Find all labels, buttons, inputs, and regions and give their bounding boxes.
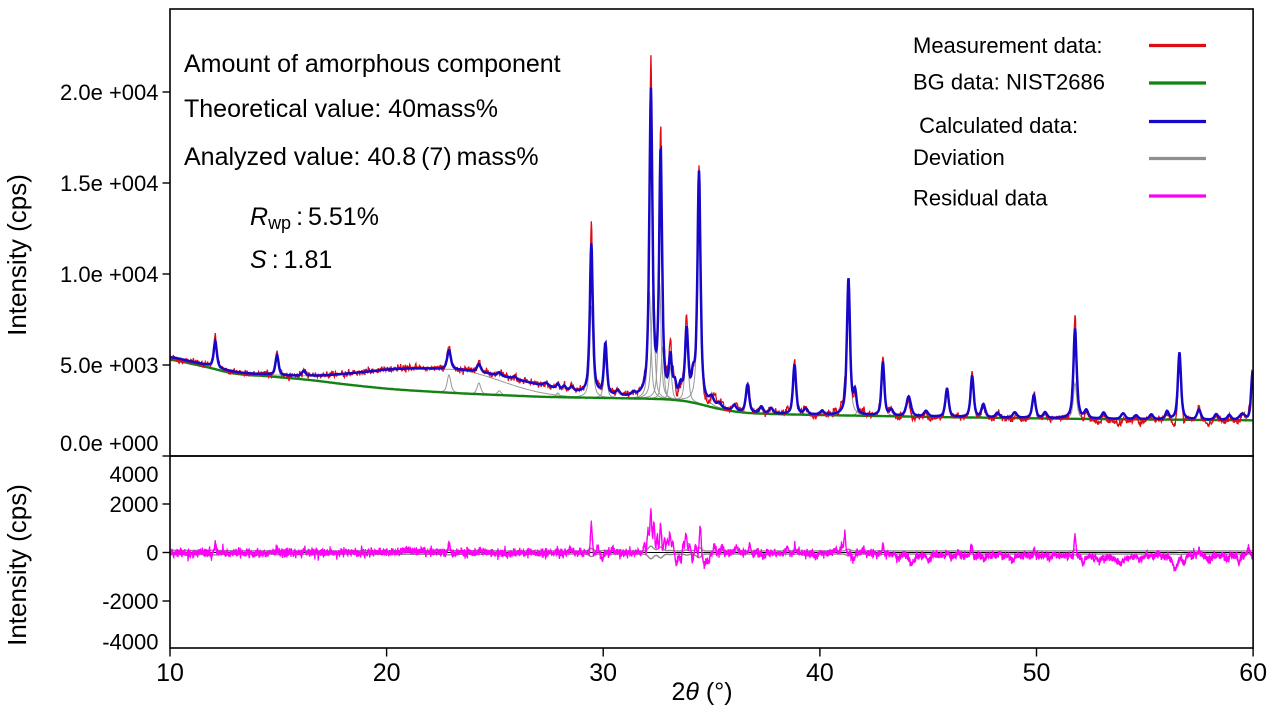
- svg-text:20: 20: [373, 659, 401, 687]
- svg-text:1.5e +004: 1.5e +004: [60, 171, 158, 196]
- svg-text:50: 50: [1023, 659, 1051, 687]
- svg-text:Rwp : 5.51%: Rwp : 5.51%: [250, 203, 379, 233]
- svg-text:-4000: -4000: [102, 630, 158, 655]
- svg-text:Theoretical value: 40mass%: Theoretical value: 40mass%: [184, 95, 498, 123]
- svg-text:Calculated data:: Calculated data:: [913, 113, 1078, 138]
- svg-text:40: 40: [806, 659, 834, 687]
- svg-text:0: 0: [146, 541, 158, 566]
- svg-text:30: 30: [589, 659, 617, 687]
- svg-text:0.0e +000: 0.0e +000: [60, 431, 158, 456]
- svg-text:5.0e +003: 5.0e +003: [60, 353, 158, 378]
- svg-text:Intensity (cps): Intensity (cps): [2, 174, 32, 336]
- svg-text:4000: 4000: [110, 462, 159, 487]
- svg-text:60: 60: [1239, 659, 1267, 687]
- svg-text:BG data: NIST2686: BG data: NIST2686: [913, 70, 1105, 95]
- svg-text:Residual data: Residual data: [913, 186, 1048, 211]
- svg-text:S : 1.81: S : 1.81: [250, 246, 332, 274]
- svg-text:2000: 2000: [110, 492, 159, 517]
- svg-text:Measurement data:: Measurement data:: [913, 33, 1103, 58]
- svg-text:2.0e +004: 2.0e +004: [60, 80, 158, 105]
- svg-text:-2000: -2000: [102, 589, 158, 614]
- svg-text:10: 10: [156, 659, 184, 687]
- svg-text:Analyzed value: 40.8 (7) mass%: Analyzed value: 40.8 (7) mass%: [184, 143, 539, 171]
- svg-text:Intensity (cps): Intensity (cps): [2, 484, 32, 646]
- svg-text:Amount of amorphous component: Amount of amorphous component: [184, 50, 561, 78]
- svg-text:1.0e +004: 1.0e +004: [60, 262, 158, 287]
- svg-text:Deviation: Deviation: [913, 145, 1005, 170]
- svg-text:2θ (°): 2θ (°): [671, 678, 732, 706]
